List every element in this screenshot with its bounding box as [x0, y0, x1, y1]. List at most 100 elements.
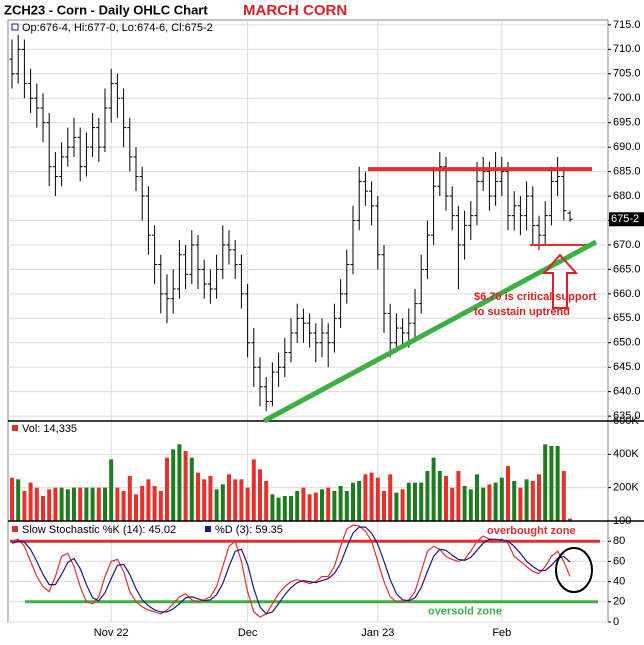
volume-bar	[16, 479, 21, 521]
volume-bar	[196, 472, 200, 521]
volume-bar	[530, 481, 535, 521]
volume-bar	[468, 489, 473, 521]
legend: Vol: 14,335	[22, 423, 77, 435]
volume-bar	[537, 474, 541, 521]
volume-bar	[561, 471, 566, 521]
note: to sustain uptrend	[474, 306, 570, 318]
volume-bar	[22, 491, 27, 521]
volume-bar	[127, 476, 132, 521]
volume-bar	[320, 489, 324, 521]
volume-bar	[338, 486, 343, 521]
volume-bar	[369, 472, 374, 521]
volume-bar	[388, 474, 393, 521]
volume-bar	[165, 457, 169, 521]
volume-bar	[109, 459, 114, 521]
note: $6.70 is critical support	[474, 291, 597, 303]
volume-bar	[307, 494, 312, 521]
volume-bar	[115, 487, 120, 521]
trend-line	[262, 239, 598, 424]
volume-bar	[506, 466, 510, 521]
volume-bar	[444, 476, 448, 521]
volume-bar	[41, 496, 45, 521]
volume-bar	[10, 477, 14, 521]
x-tick-label: Feb	[492, 627, 511, 639]
legend-label: %D (3): 59.35	[215, 524, 283, 536]
volume-bar	[450, 487, 455, 521]
y-tick-label: 695.0	[613, 117, 641, 129]
volume-bar	[227, 474, 231, 521]
volume-bar	[568, 518, 572, 521]
volume-bar	[524, 479, 529, 521]
y-tick-label: 705.0	[613, 68, 641, 80]
y-tick-label: 700.0	[613, 92, 641, 104]
volume-bar	[233, 479, 238, 521]
y-tick-label: 655.0	[613, 312, 641, 324]
volume-bar	[103, 487, 107, 521]
volume-bar	[431, 457, 436, 521]
x-tick-label: Jan 23	[361, 627, 394, 639]
y-tick-label: 690.0	[613, 141, 641, 153]
volume-bar	[394, 492, 399, 521]
volume-bar	[90, 487, 95, 521]
volume-bar	[264, 481, 269, 521]
volume-bar	[140, 486, 145, 521]
stochastic-line	[11, 524, 571, 618]
volume-bar	[183, 451, 188, 521]
legend-swatch	[205, 526, 211, 532]
y-tick-label: 670.0	[613, 239, 641, 251]
volume-bar	[251, 459, 256, 521]
legend-swatch	[11, 23, 19, 31]
volume-bar	[121, 491, 126, 521]
volume-bar	[65, 489, 70, 521]
legend-swatch	[12, 425, 18, 431]
volume-bar	[202, 479, 207, 521]
y-tick-label: 710.0	[613, 43, 641, 55]
zone-label: overbought zone	[487, 525, 576, 537]
volume-bar	[462, 486, 467, 521]
volume-bar	[276, 497, 281, 521]
volume-bar	[239, 479, 244, 521]
volume-bar	[332, 491, 337, 521]
volume-bar	[382, 491, 386, 521]
y-tick-label: 665.0	[613, 263, 641, 275]
y-tick-label: 80	[613, 535, 625, 547]
y-tick-label: 715.0	[613, 19, 641, 31]
volume-bar	[512, 481, 517, 521]
chart-title: ZCH23 - Corn - Daily OHLC Chart	[4, 2, 208, 17]
volume-bar	[357, 481, 362, 521]
volume-bar	[555, 446, 560, 521]
zone-label: oversold zone	[428, 606, 502, 618]
volume-bar	[189, 457, 194, 521]
x-tick-label: Nov 22	[94, 627, 129, 639]
volume-bar	[47, 489, 52, 521]
y-tick-label: 660.0	[613, 288, 641, 300]
volume-bar	[493, 482, 498, 521]
y-tick-label: 650.0	[613, 337, 641, 349]
volume-bar	[289, 496, 293, 521]
volume-bar	[53, 487, 58, 521]
volume-bar	[400, 489, 405, 521]
y-tick-label: 680.0	[613, 190, 641, 202]
arrow	[541, 253, 579, 309]
volume-bar	[456, 471, 461, 521]
volume-bar	[177, 444, 182, 521]
y-tick-label: 200K	[613, 482, 639, 494]
y-tick-label: 645.0	[613, 361, 641, 373]
volume-bar	[295, 491, 300, 521]
highlight-circle	[555, 547, 593, 593]
volume-bar	[344, 491, 349, 521]
volume-bar	[214, 489, 219, 521]
y-tick-label: 685.0	[613, 166, 641, 178]
volume-bar	[481, 487, 486, 521]
volume-bar	[487, 484, 492, 521]
volume-bar	[270, 494, 275, 521]
volume-bar	[146, 479, 151, 521]
volume-bar	[301, 487, 306, 521]
volume-bar	[220, 484, 225, 521]
volume-bar	[351, 482, 355, 521]
volume-bar	[78, 487, 83, 521]
volume-bar	[425, 471, 430, 521]
volume-bar	[549, 446, 554, 521]
stochastic-line	[11, 526, 571, 615]
